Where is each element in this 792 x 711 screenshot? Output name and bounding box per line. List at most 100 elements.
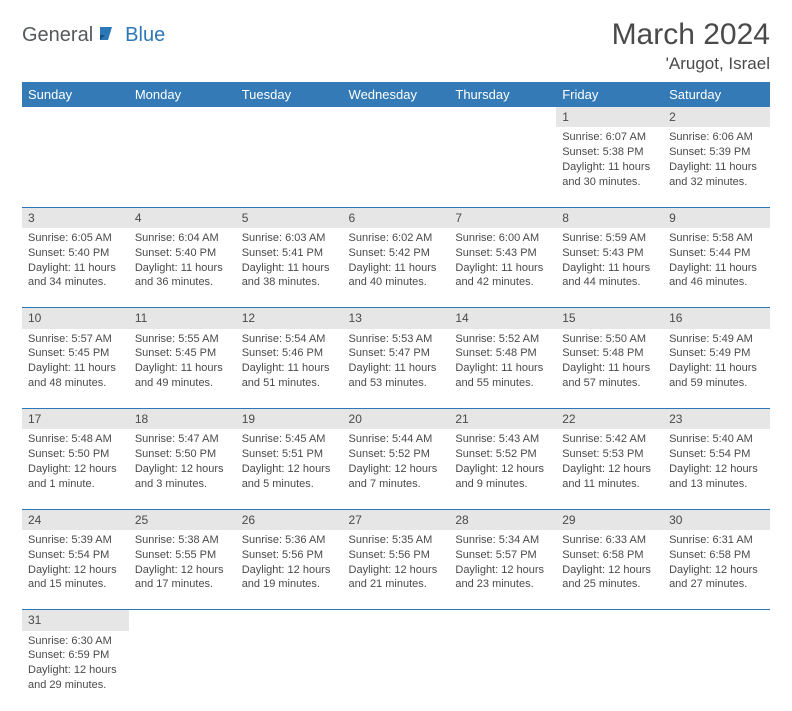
day-detail-cell: Sunrise: 5:44 AMSunset: 5:52 PMDaylight:… [343,429,450,509]
day-detail-cell: Sunrise: 5:52 AMSunset: 5:48 PMDaylight:… [449,329,556,409]
day-detail-cell: Sunrise: 6:02 AMSunset: 5:42 PMDaylight:… [343,228,450,308]
day-line: Daylight: 12 hours [135,462,230,477]
day-number-cell: 1 [556,107,663,127]
day-line: and 23 minutes. [455,577,550,592]
day-number-row: 3456789 [22,207,770,228]
logo-text-general: General [22,24,93,47]
day-line: and 42 minutes. [455,275,550,290]
day-detail-cell: Sunrise: 5:38 AMSunset: 5:55 PMDaylight:… [129,530,236,610]
day-header: Tuesday [236,82,343,107]
day-line: Sunrise: 6:33 AM [562,533,657,548]
day-header: Thursday [449,82,556,107]
day-line: Sunrise: 5:35 AM [349,533,444,548]
day-line: Daylight: 11 hours [349,361,444,376]
day-line: Sunrise: 5:40 AM [669,432,764,447]
day-detail-cell [129,631,236,711]
day-line: and 27 minutes. [669,577,764,592]
day-number-cell [449,107,556,127]
day-line: Sunrise: 6:06 AM [669,130,764,145]
day-line: Sunrise: 6:04 AM [135,231,230,246]
day-number-cell: 9 [663,207,770,228]
day-detail-cell: Sunrise: 6:04 AMSunset: 5:40 PMDaylight:… [129,228,236,308]
day-number-cell: 19 [236,409,343,430]
day-detail-row: Sunrise: 6:30 AMSunset: 6:59 PMDaylight:… [22,631,770,711]
day-line: Sunrise: 5:42 AM [562,432,657,447]
day-number-cell: 21 [449,409,556,430]
day-line: Sunset: 5:57 PM [455,548,550,563]
location-label: 'Arugot, Israel [612,54,770,74]
day-line: Sunrise: 6:02 AM [349,231,444,246]
day-number-cell: 7 [449,207,556,228]
day-header: Wednesday [343,82,450,107]
day-line: Sunrise: 5:34 AM [455,533,550,548]
day-number-cell: 16 [663,308,770,329]
day-number-cell [449,610,556,631]
day-line: Daylight: 12 hours [562,563,657,578]
day-number-cell: 25 [129,509,236,530]
day-line: Daylight: 12 hours [455,462,550,477]
day-line: Sunrise: 5:44 AM [349,432,444,447]
day-line: Sunset: 5:54 PM [669,447,764,462]
day-line: Sunrise: 5:39 AM [28,533,123,548]
day-detail-cell: Sunrise: 6:31 AMSunset: 6:58 PMDaylight:… [663,530,770,610]
day-number-cell: 27 [343,509,450,530]
logo: General Blue [22,24,165,47]
day-line: Sunrise: 5:45 AM [242,432,337,447]
day-line: and 44 minutes. [562,275,657,290]
day-number-cell [236,107,343,127]
day-line: Sunset: 5:43 PM [562,246,657,261]
day-line: Sunset: 5:50 PM [135,447,230,462]
day-number-cell: 29 [556,509,663,530]
day-detail-cell: Sunrise: 6:06 AMSunset: 5:39 PMDaylight:… [663,127,770,207]
day-number-row: 17181920212223 [22,409,770,430]
day-number-cell: 28 [449,509,556,530]
day-line: and 9 minutes. [455,477,550,492]
day-number-cell: 11 [129,308,236,329]
day-line: Daylight: 12 hours [562,462,657,477]
day-line: and 55 minutes. [455,376,550,391]
day-detail-cell: Sunrise: 6:03 AMSunset: 5:41 PMDaylight:… [236,228,343,308]
day-line: Sunset: 5:54 PM [28,548,123,563]
day-line: Daylight: 11 hours [669,261,764,276]
day-detail-cell: Sunrise: 5:36 AMSunset: 5:56 PMDaylight:… [236,530,343,610]
day-detail-cell: Sunrise: 5:50 AMSunset: 5:48 PMDaylight:… [556,329,663,409]
day-line: Sunset: 5:56 PM [242,548,337,563]
day-line: Daylight: 12 hours [349,462,444,477]
day-number-cell: 15 [556,308,663,329]
day-detail-cell: Sunrise: 6:30 AMSunset: 6:59 PMDaylight:… [22,631,129,711]
day-line: Daylight: 12 hours [28,563,123,578]
day-line: and 34 minutes. [28,275,123,290]
day-number-cell: 26 [236,509,343,530]
day-line: Daylight: 11 hours [562,261,657,276]
day-line: Daylight: 12 hours [28,663,123,678]
day-line: Daylight: 12 hours [135,563,230,578]
day-number-cell: 22 [556,409,663,430]
day-detail-cell: Sunrise: 5:57 AMSunset: 5:45 PMDaylight:… [22,329,129,409]
day-line: and 1 minute. [28,477,123,492]
day-line: Daylight: 11 hours [669,160,764,175]
day-line: and 49 minutes. [135,376,230,391]
day-line: Sunrise: 6:30 AM [28,634,123,649]
day-number-cell: 14 [449,308,556,329]
day-header: Monday [129,82,236,107]
day-line: and 36 minutes. [135,275,230,290]
day-number-cell [22,107,129,127]
day-line: Sunset: 5:43 PM [455,246,550,261]
day-line: and 57 minutes. [562,376,657,391]
day-detail-row: Sunrise: 5:57 AMSunset: 5:45 PMDaylight:… [22,329,770,409]
day-number-cell [236,610,343,631]
day-line: Sunset: 5:51 PM [242,447,337,462]
day-number-cell [129,107,236,127]
day-number-cell: 5 [236,207,343,228]
day-number-cell: 31 [22,610,129,631]
day-line: Sunrise: 5:47 AM [135,432,230,447]
day-line: and 25 minutes. [562,577,657,592]
day-line: Sunset: 5:52 PM [455,447,550,462]
day-line: and 15 minutes. [28,577,123,592]
day-number-row: 31 [22,610,770,631]
day-line: Sunrise: 5:55 AM [135,332,230,347]
day-line: Sunrise: 5:52 AM [455,332,550,347]
day-detail-cell [663,631,770,711]
day-line: Daylight: 12 hours [28,462,123,477]
day-line: Daylight: 11 hours [455,261,550,276]
